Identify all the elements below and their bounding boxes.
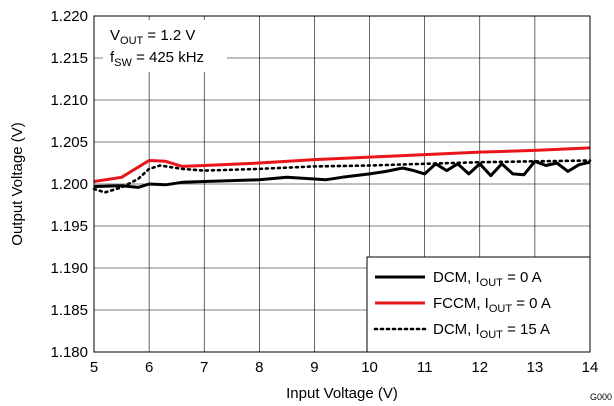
legend-label-main: DCM, I [433, 269, 480, 286]
figure-id: G000 [590, 392, 612, 402]
annotation-fsw: fSW = 425 kHz [110, 49, 204, 69]
series-line-1 [93, 159, 591, 189]
series-group [92, 146, 592, 194]
plot-frame [93, 15, 591, 353]
x-tick-label: 12 [471, 359, 488, 376]
annotation-fsw-rest: = 425 kHz [132, 49, 204, 66]
y-axis-label: Output Voltage (V) [9, 122, 26, 245]
x-tick-label: 7 [200, 359, 208, 376]
x-tick-label: 9 [310, 359, 318, 376]
legend-label-3: DCM, IOUT = 15 A [433, 321, 550, 341]
legend-label-main: FCCM, I [433, 295, 489, 312]
annotation-vout: VOUT = 1.2 V [110, 27, 195, 47]
y-tick-labels: 1.180 1.185 1.190 1.195 1.200 1.205 1.210 1.215… [50, 8, 88, 361]
annotation-background [103, 20, 227, 72]
y-tick-label: 1.180 [50, 344, 88, 361]
annotation-vout-sub: OUT [120, 35, 144, 47]
legend-label-rest: = 15 A [503, 321, 550, 338]
y-tick-label: 1.185 [50, 302, 88, 319]
x-tick-label: 6 [145, 359, 153, 376]
x-tick-label: 13 [527, 359, 544, 376]
y-tick-label: 1.220 [50, 8, 88, 25]
y-tick-label: 1.190 [50, 260, 88, 277]
legend-label-rest: = 0 A [503, 269, 542, 286]
legend-label-2: FCCM, IOUT = 0 A [433, 295, 551, 315]
annotation-fsw-main: f [110, 49, 115, 66]
x-tick-label: 11 [417, 359, 433, 376]
series-line-2 [93, 146, 591, 183]
y-tick-label: 1.205 [50, 134, 88, 151]
annotation-vout-rest: = 1.2 V [143, 27, 195, 44]
x-axis-label: Input Voltage (V) [286, 385, 398, 402]
annotation-vout-main: V [110, 27, 120, 44]
y-tick-label: 1.215 [50, 50, 88, 67]
series-line-3 [92, 159, 592, 194]
x-tick-label: 14 [582, 359, 599, 376]
y-tick-label: 1.195 [50, 218, 88, 235]
legend-label-rest: = 0 A [512, 295, 551, 312]
y-tick-label: 1.210 [50, 92, 88, 109]
legend-label-sub: OUT [480, 329, 504, 341]
x-tick-labels: 5 6 7 8 9 10 11 12 13 14 [90, 359, 599, 376]
legend-label-1: DCM, IOUT = 0 A [433, 269, 542, 289]
legend-label-sub: OUT [480, 277, 504, 289]
annotation-fsw-sub: SW [114, 57, 132, 69]
legend-label-main: DCM, I [433, 321, 480, 338]
x-tick-label: 10 [361, 359, 378, 376]
x-tick-label: 8 [255, 359, 263, 376]
y-tick-label: 1.200 [50, 176, 88, 193]
legend-label-sub: OUT [489, 303, 513, 315]
annotation-box: VOUT = 1.2 V fSW = 425 kHz [103, 20, 227, 72]
x-tick-label: 5 [90, 359, 98, 376]
